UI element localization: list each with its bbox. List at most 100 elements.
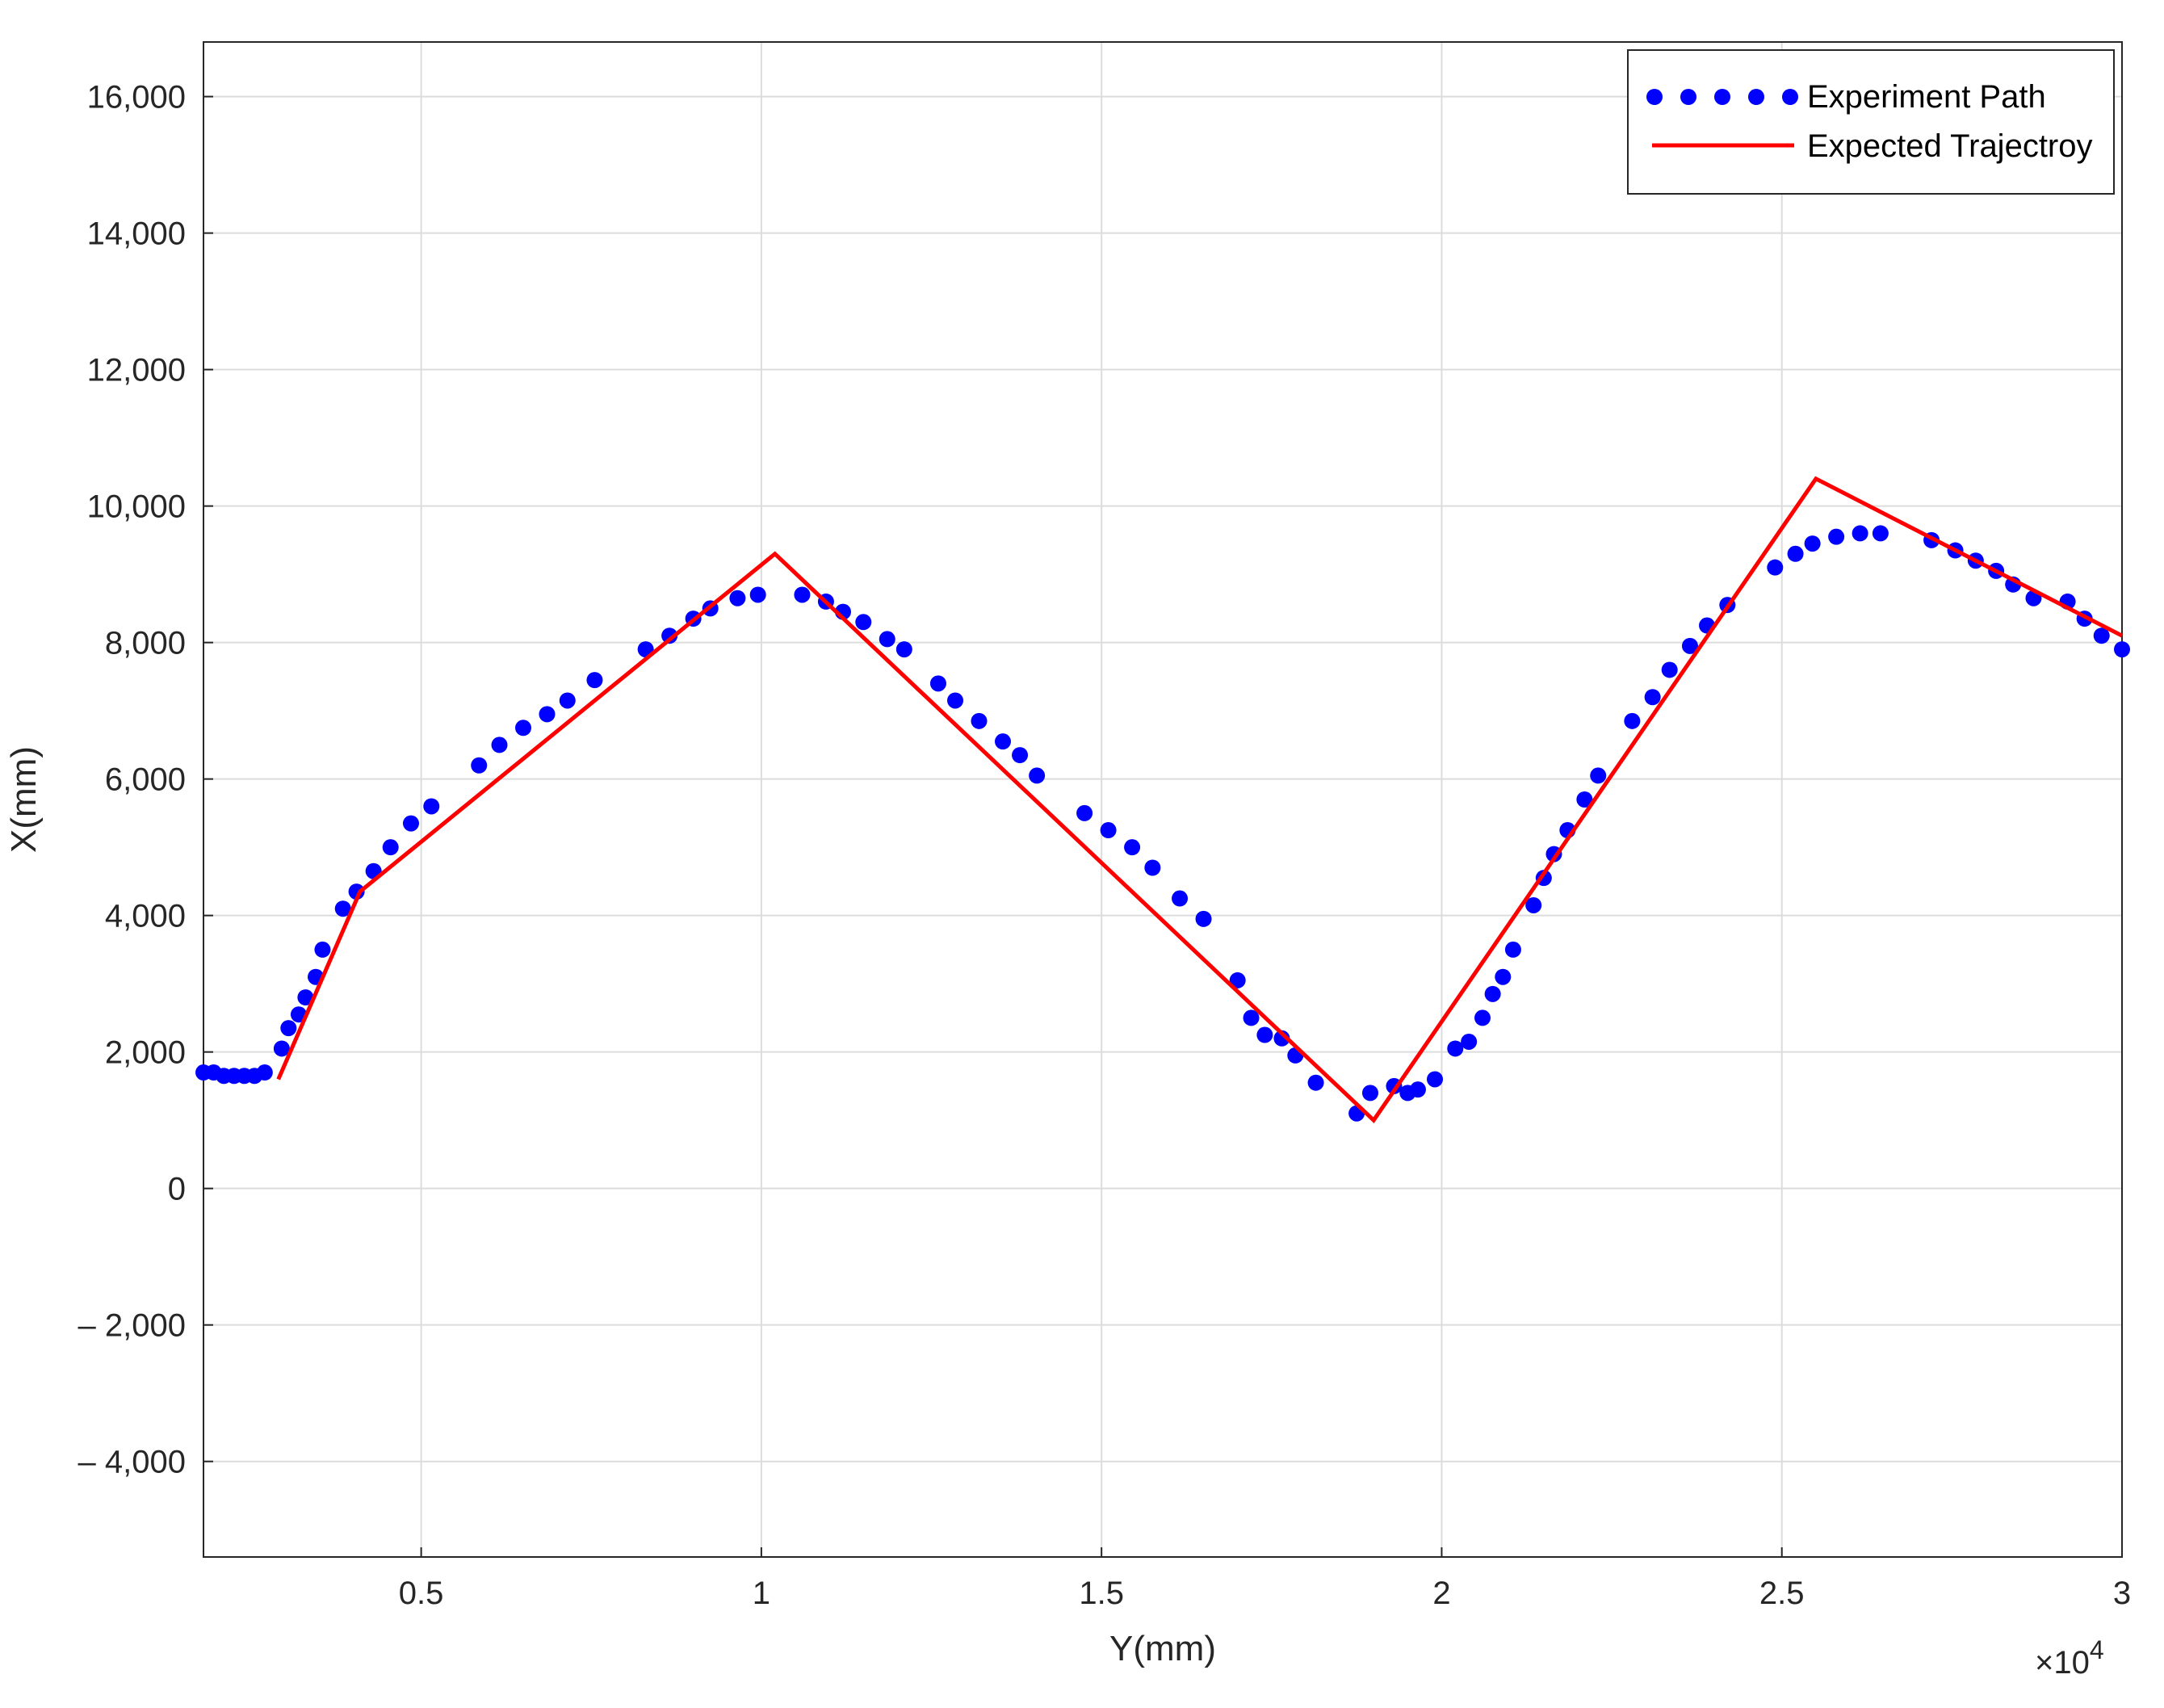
data-point <box>1243 1009 1260 1026</box>
data-point <box>1029 767 1046 784</box>
data-point <box>1576 791 1593 808</box>
data-point <box>1427 1071 1444 1088</box>
y-tick-label: 14,000 <box>87 216 186 252</box>
y-tick-label: 2,000 <box>105 1035 186 1071</box>
legend-dot <box>1714 89 1730 105</box>
y-tick-label: 4,000 <box>105 899 186 934</box>
data-point <box>1307 1074 1324 1091</box>
data-point <box>280 1020 297 1037</box>
plot-frame <box>203 41 2123 1558</box>
series <box>195 476 2130 1124</box>
y-tick-label: 0 <box>168 1172 186 1207</box>
data-point <box>1787 545 1804 562</box>
data-point <box>423 798 440 815</box>
data-point <box>1124 839 1141 856</box>
x-axis-exponent: ×104 <box>2035 1635 2104 1681</box>
data-point <box>1804 535 1821 552</box>
data-point <box>256 1064 273 1081</box>
data-point <box>1872 525 1889 542</box>
data-point <box>1229 972 1246 988</box>
legend-dot <box>1782 89 1798 105</box>
data-point <box>929 675 946 692</box>
ticks: 0.5 1 1.5 2 2.5 3 16,000 14,000 12,000 10,000 8,00… <box>78 80 2132 1611</box>
data-point <box>314 941 331 958</box>
y-tick-label: 10,000 <box>87 489 186 525</box>
legend-dot <box>1680 89 1696 105</box>
data-point <box>947 692 964 709</box>
y-tick-label: 12,000 <box>87 353 186 388</box>
data-point <box>1100 822 1117 839</box>
grid <box>203 42 2123 1557</box>
x-tick-label: 2.5 <box>1759 1576 1805 1611</box>
legend-dot <box>1646 89 1663 105</box>
data-point <box>1172 890 1189 907</box>
data-point <box>794 586 811 603</box>
data-point <box>2114 641 2130 658</box>
y-axis-title: X(mm) <box>4 746 44 853</box>
x-axis-title: Y(mm) <box>1109 1629 1216 1668</box>
data-point <box>879 631 895 648</box>
data-point <box>661 627 678 644</box>
y-tick-label: 8,000 <box>105 626 186 661</box>
data-point <box>1256 1026 1273 1043</box>
y-tick-label: – 4,000 <box>78 1445 186 1480</box>
data-point <box>297 989 314 1006</box>
legend-box <box>1627 49 2115 195</box>
y-tick-label: – 2,000 <box>78 1308 186 1344</box>
data-point <box>1474 1009 1491 1026</box>
data-point <box>559 692 576 709</box>
data-point <box>1409 1081 1426 1098</box>
data-point <box>2093 627 2110 644</box>
data-point <box>971 712 988 729</box>
series-experiment-path <box>195 525 2130 1122</box>
data-point <box>995 733 1011 750</box>
y-tick-label: 16,000 <box>87 80 186 115</box>
data-point <box>1852 525 1868 542</box>
data-point <box>1681 637 1698 654</box>
data-point <box>1495 968 1512 985</box>
legend-marker-experiment-path <box>1646 89 1798 105</box>
data-point <box>539 706 556 723</box>
data-point <box>729 590 746 606</box>
data-point <box>1661 661 1678 678</box>
x-tick-label: 1 <box>753 1576 770 1611</box>
data-point <box>273 1040 290 1057</box>
data-point <box>1525 896 1542 913</box>
x-axis-exponent-base: ×10 <box>2035 1645 2090 1681</box>
legend-label-experiment-path: Experiment Path <box>1807 79 2046 115</box>
data-point <box>1144 859 1161 876</box>
data-point <box>895 641 912 658</box>
data-point <box>1195 910 1212 927</box>
series-expected-trajectroy-line <box>276 476 2124 1124</box>
data-point <box>1461 1033 1478 1050</box>
data-point <box>402 815 419 832</box>
data-point <box>1273 1030 1290 1047</box>
data-point <box>1828 528 1845 545</box>
data-point <box>586 672 603 689</box>
data-point <box>1484 985 1501 1002</box>
data-point <box>749 586 766 603</box>
data-point <box>471 757 488 774</box>
data-point <box>334 900 351 917</box>
legend: Experiment Path Expected Trajectroy <box>1627 49 2115 195</box>
x-axis-exponent-power: 4 <box>2090 1635 2104 1664</box>
data-point <box>491 736 508 753</box>
data-point <box>1361 1085 1378 1102</box>
legend-label-expected-trajectroy: Expected Trajectroy <box>1807 128 2093 164</box>
data-point <box>1012 747 1029 764</box>
data-point <box>382 839 399 856</box>
x-tick-label: 2 <box>1432 1576 1450 1611</box>
data-point <box>1447 1040 1464 1057</box>
data-point <box>1644 689 1661 706</box>
x-tick-label: 3 <box>2113 1576 2131 1611</box>
data-point <box>1767 559 1784 576</box>
legend-dot <box>1748 89 1764 105</box>
data-point <box>1076 804 1093 821</box>
data-point <box>1504 941 1521 958</box>
data-point <box>1624 712 1641 729</box>
x-tick-label: 1.5 <box>1079 1576 1124 1611</box>
data-point <box>515 720 531 736</box>
x-tick-label: 0.5 <box>399 1576 444 1611</box>
